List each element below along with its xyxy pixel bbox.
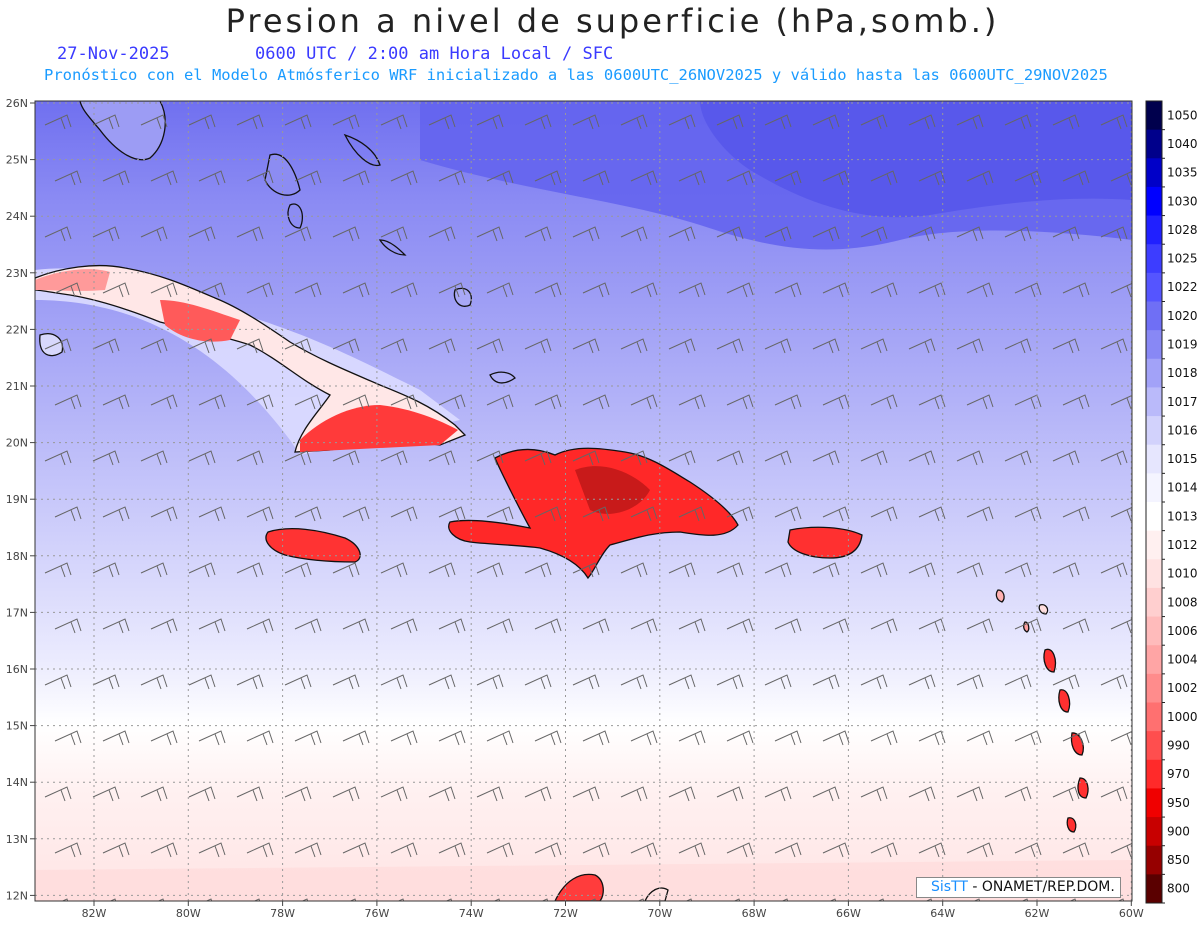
colorbar-swatch [1146, 101, 1162, 131]
colorbar-label: 1006 [1167, 624, 1198, 638]
colorbar-swatch [1146, 874, 1162, 904]
colorbar-swatch [1146, 215, 1162, 245]
lon-label: 68W [742, 907, 767, 920]
colorbar-swatch [1146, 129, 1162, 159]
colorbar-swatch [1146, 788, 1162, 818]
lat-label: 22N [6, 323, 28, 336]
colorbar-swatch [1146, 444, 1162, 474]
lon-label: 66W [836, 907, 861, 920]
lon-label: 80W [176, 907, 201, 920]
colorbar: 1050 1040 1035 1030 1028 1025 1022 1020 1019 1018… [1145, 100, 1198, 904]
colorbar-swatch [1146, 244, 1162, 274]
credit-box: SisTT - ONAMET/REP.DOM. [916, 877, 1121, 898]
lat-label: 23N [6, 267, 28, 280]
forecast-description: Pronóstico con el Modelo Atmósferico WRF… [44, 66, 1108, 84]
colorbar-label: 1018 [1167, 366, 1198, 380]
colorbar-label: 800 [1167, 882, 1190, 896]
lat-label: 21N [6, 380, 28, 393]
colorbar-label: 1012 [1167, 538, 1198, 552]
colorbar-swatch [1146, 817, 1162, 847]
colorbar-swatch [1146, 731, 1162, 761]
lon-label: 78W [270, 907, 295, 920]
colorbar-label: 990 [1167, 738, 1190, 752]
lon-label: 72W [553, 907, 578, 920]
lat-label: 19N [6, 493, 28, 506]
lat-label: 25N [6, 154, 28, 167]
colorbar-swatch [1146, 272, 1162, 302]
colorbar-swatch [1146, 473, 1162, 503]
lon-label: 82W [82, 907, 107, 920]
colorbar-swatch [1146, 845, 1162, 875]
colorbar-swatch [1146, 702, 1162, 732]
colorbar-label: 1002 [1167, 681, 1198, 695]
colorbar-label: 1000 [1167, 710, 1198, 724]
lat-label: 18N [6, 550, 28, 563]
colorbar-swatch [1146, 186, 1162, 217]
lat-label: 24N [6, 210, 28, 223]
map-frame [34, 100, 1133, 902]
lon-label: 70W [647, 907, 672, 920]
lat-label: 26N [6, 97, 28, 110]
colorbar-swatch [1146, 301, 1162, 331]
valid-time: 0600 UTC / 2:00 am Hora Local / SFC [255, 44, 614, 64]
colorbar-label: 1014 [1167, 481, 1198, 495]
wind-barbs [44, 114, 1132, 901]
lat-label: 20N [6, 437, 28, 450]
lat-lon-grid [35, 101, 1132, 901]
credit-text: - ONAMET/REP.DOM. [972, 879, 1115, 895]
landmasses [35, 101, 1089, 901]
sistt-logo: SisTT [931, 879, 968, 895]
colorbar-label: 900 [1167, 824, 1190, 838]
colorbar-label: 1013 [1167, 509, 1198, 523]
colorbar-label: 1050 [1167, 108, 1198, 122]
colorbar-label: 1010 [1167, 567, 1198, 581]
colorbar-swatch [1146, 358, 1162, 388]
colorbar-swatch [1146, 530, 1162, 560]
lat-label: 15N [6, 720, 28, 733]
colorbar-label: 1022 [1167, 280, 1198, 294]
colorbar-label: 1016 [1167, 423, 1198, 437]
colorbar-swatch [1146, 759, 1162, 789]
colorbar-label: 1004 [1167, 653, 1198, 667]
lon-label: 60W [1119, 907, 1144, 920]
colorbar-swatch [1146, 387, 1162, 417]
lat-label: 13N [6, 833, 28, 846]
latitude-labels: 26N 25N 24N 23N 22N 21N 20N 19N 18N 17N 16N 15N 14N 1… [6, 97, 35, 902]
colorbar-label: 1020 [1167, 309, 1198, 323]
colorbar-label: 1040 [1167, 137, 1198, 151]
colorbar-label: 850 [1167, 853, 1190, 867]
colorbar-swatch [1146, 158, 1162, 188]
lat-label: 16N [6, 663, 28, 676]
lon-label: 74W [459, 907, 484, 920]
colorbar-swatch [1146, 587, 1162, 618]
colorbar-label: 1019 [1167, 337, 1198, 351]
colorbar-label: 1008 [1167, 595, 1198, 609]
lat-label: 14N [6, 776, 28, 789]
lon-label: 76W [364, 907, 389, 920]
map-field [35, 101, 1132, 901]
colorbar-swatch [1146, 502, 1162, 532]
colorbar-label: 1015 [1167, 452, 1198, 466]
colorbar-swatch [1146, 330, 1162, 360]
colorbar-label: 1030 [1167, 194, 1198, 208]
colorbar-label: 950 [1167, 796, 1190, 810]
colorbar-swatch [1146, 559, 1162, 589]
colorbar-swatch [1146, 416, 1162, 446]
colorbar-label: 1035 [1167, 166, 1198, 180]
lon-label: 62W [1025, 907, 1050, 920]
forecast-date: 27-Nov-2025 [57, 44, 170, 64]
colorbar-label: 1025 [1167, 252, 1198, 266]
colorbar-label: 1028 [1167, 223, 1198, 237]
colorbar-label: 970 [1167, 767, 1190, 781]
lat-label: 12N [6, 889, 28, 902]
lat-label: 17N [6, 606, 28, 619]
lon-label: 64W [930, 907, 955, 920]
colorbar-swatch [1146, 645, 1162, 675]
colorbar-label: 1017 [1167, 395, 1198, 409]
longitude-labels: 82W 80W 78W 76W 74W 72W 70W 68W 66W 64W 62W 60W [82, 901, 1144, 920]
map-title: Presion a nivel de superficie (hPa,somb.… [225, 2, 1000, 40]
colorbar-swatch [1146, 616, 1162, 646]
colorbar-swatch [1146, 673, 1162, 703]
